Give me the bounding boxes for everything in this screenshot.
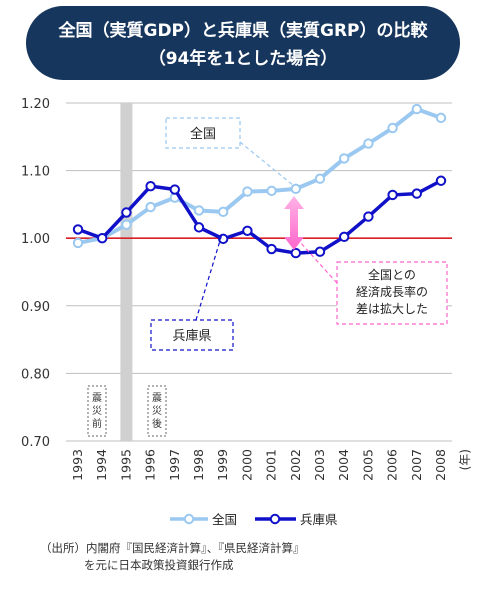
data-point-hyogo <box>411 188 422 199</box>
x-tick-label: 1994 <box>94 449 109 481</box>
annotation-before-quake: 震災前 <box>87 385 107 437</box>
y-tick-label: 0.90 <box>21 300 50 315</box>
quake-label-char: 後 <box>152 417 162 430</box>
line-chart: 1.201.101.000.900.800.70 1993 1994 1995 199… <box>21 97 472 527</box>
x-axis-unit: (年) <box>458 449 472 470</box>
data-point-national <box>290 183 301 195</box>
data-point-national <box>411 103 422 115</box>
series-line-national <box>77 107 442 245</box>
data-point-hyogo <box>169 184 181 195</box>
data-point-national <box>387 122 398 134</box>
annotation-after-quake: 震災後 <box>147 385 167 437</box>
x-tick-label: 1999 <box>215 449 230 481</box>
x-tick-label: 2005 <box>360 449 375 481</box>
data-point-hyogo <box>339 231 350 243</box>
data-point-hyogo <box>97 233 108 244</box>
data-point-national <box>339 153 350 164</box>
gap-note-line-1: 全国との <box>368 267 416 282</box>
legend: 全国 兵庫県 <box>170 512 338 527</box>
x-tick-label: 2008 <box>433 449 448 481</box>
chart-title: 全国（実質GDP）と兵庫県（実質GRP）の比較 <box>58 21 428 41</box>
x-tick-label: 1995 <box>118 449 133 481</box>
data-point-national <box>72 237 84 249</box>
x-tick-label: 2007 <box>409 449 424 481</box>
x-tick-label: 2003 <box>312 449 327 481</box>
x-tick-label: 1998 <box>191 449 206 481</box>
x-tick-label: 2004 <box>336 449 351 481</box>
data-point-hyogo <box>242 225 253 236</box>
y-tick-label: 1.20 <box>21 97 50 112</box>
annotation-gap-note: 全国との 経済成長率の 差は拡大した <box>299 241 448 325</box>
x-tick-label: 1996 <box>143 449 158 481</box>
series-line-hyogo <box>77 179 442 255</box>
data-point-hyogo <box>193 222 205 233</box>
x-tick-label: 1997 <box>167 449 182 481</box>
annotation-hyogo-text: 兵庫県 <box>172 329 211 344</box>
source-line-2: を元に日本政策投資銀行作成 <box>84 558 234 572</box>
legend-marker-hyogo <box>269 513 281 525</box>
quake-label-char: 前 <box>92 417 102 430</box>
source-note: （出所）内閣府『国民経済計算』、『県民経済計算』 を元に日本政策投資銀行作成 <box>40 540 305 574</box>
annotation-national: 全国 <box>165 117 295 187</box>
x-tick-label: 2002 <box>288 449 303 481</box>
x-tick-label: 1993 <box>70 449 85 481</box>
gap-note-line-3: 差は拡大した <box>356 302 428 316</box>
data-point-national <box>193 205 205 216</box>
data-point-hyogo <box>363 211 374 222</box>
quake-label-char: 災 <box>152 405 162 417</box>
x-tick-label: 2000 <box>239 449 254 481</box>
data-point-hyogo <box>72 224 84 235</box>
chart-title-banner: 全国（実質GDP）と兵庫県（実質GRP）の比較 （94年を1とした場合） <box>26 6 460 80</box>
data-point-hyogo <box>314 246 326 257</box>
data-point-national <box>435 112 447 124</box>
legend-label-hyogo: 兵庫県 <box>300 512 338 527</box>
legend-marker-national <box>183 513 195 525</box>
data-point-national <box>266 185 277 197</box>
chart-subtitle: （94年を1とした場合） <box>148 49 338 69</box>
source-line-1: （出所）内閣府『国民経済計算』、『県民経済計算』 <box>40 541 305 555</box>
y-tick-label: 1.10 <box>21 165 50 180</box>
x-tick-label: 2001 <box>264 449 279 481</box>
y-tick-label: 0.80 <box>21 367 50 382</box>
data-point-national <box>145 201 156 213</box>
legend-label-national: 全国 <box>212 512 237 527</box>
data-point-national <box>363 138 374 149</box>
data-point-hyogo <box>145 180 156 192</box>
data-point-hyogo <box>290 247 301 259</box>
y-tick-label: 0.70 <box>21 435 50 450</box>
y-tick-label: 1.00 <box>21 232 50 247</box>
gap-arrow <box>284 196 304 250</box>
annotation-hyogo: 兵庫県 <box>150 233 234 351</box>
earthquake-shaded-band <box>120 103 133 441</box>
quake-label-char: 震 <box>152 392 162 404</box>
x-axis: 1993 1994 1995 1996 1997 1998 1999 2000 2001 2002… <box>70 449 472 481</box>
annotation-national-text: 全国 <box>190 126 216 142</box>
data-point-hyogo <box>266 243 277 255</box>
data-point-hyogo <box>435 175 447 186</box>
data-point-hyogo <box>387 189 398 201</box>
y-axis: 1.20 1.10 1.00 0.90 0.80 0.70 <box>21 97 50 450</box>
quake-label-char: 震 <box>92 392 102 404</box>
quake-label-char: 災 <box>92 405 102 417</box>
data-point-national <box>218 206 229 218</box>
gap-note-line-2: 経済成長率の <box>356 284 428 299</box>
data-point-national <box>242 186 253 197</box>
series-lines <box>72 103 447 259</box>
data-point-hyogo <box>121 207 132 218</box>
data-point-national <box>314 173 326 184</box>
x-tick-label: 2006 <box>385 449 400 481</box>
data-point-national <box>121 219 132 230</box>
